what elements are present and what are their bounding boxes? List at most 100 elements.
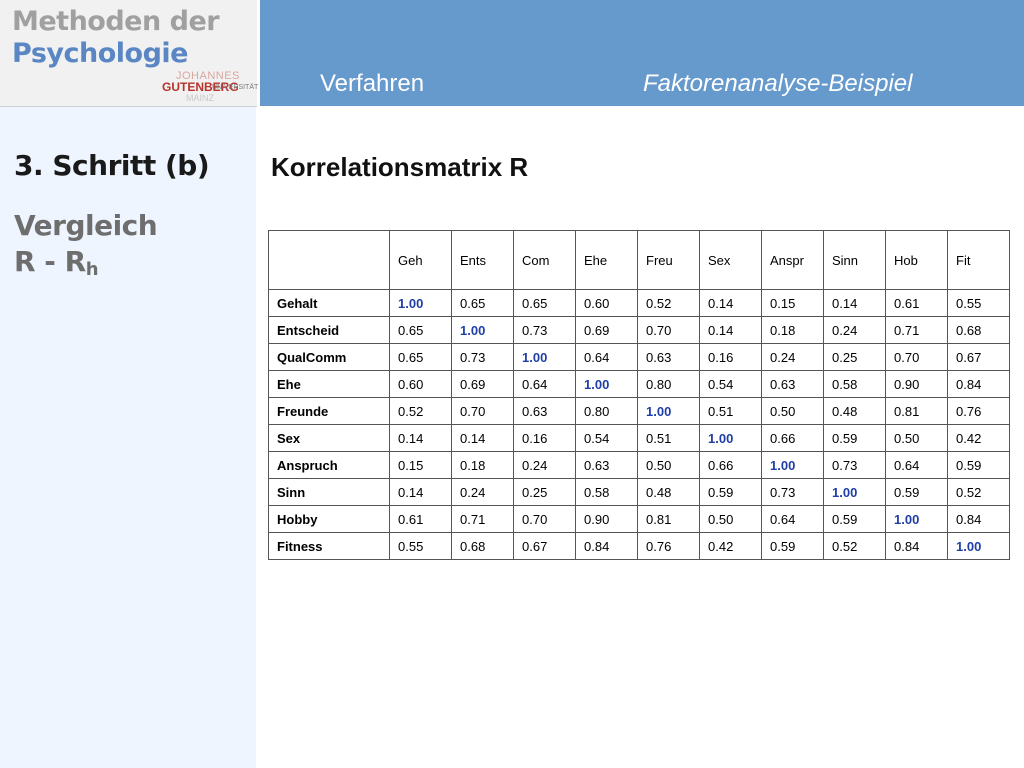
table-cell: 0.25 — [823, 343, 886, 371]
row-label: Sex — [268, 424, 390, 452]
table-cell: 0.71 — [885, 316, 948, 344]
university-logo-gutenberg: GUTENBERG — [162, 80, 239, 94]
table-cell: 0.50 — [637, 451, 700, 479]
table-cell: 0.54 — [699, 370, 762, 398]
table-cell: 0.59 — [885, 478, 948, 506]
table-cell: 0.59 — [823, 424, 886, 452]
table-row: Ehe 0.60 0.69 0.64 1.00 0.80 0.54 0.63 0.58 0.90 0… — [268, 370, 1010, 398]
table-header-row: Geh Ents Com Ehe Freu Sex Anspr Sinn Hob Fit — [268, 230, 1010, 290]
diagonal-cell: 1.00 — [699, 424, 762, 452]
table-cell: 0.14 — [451, 424, 514, 452]
diagonal-cell: 1.00 — [575, 370, 638, 398]
table-cell: 0.52 — [389, 397, 452, 425]
table-cell: 0.54 — [575, 424, 638, 452]
table-cell: 0.90 — [885, 370, 948, 398]
table-cell: 0.63 — [575, 451, 638, 479]
table-cell: 0.65 — [389, 343, 452, 371]
column-header: Anspr — [761, 230, 824, 290]
column-header: Freu — [637, 230, 700, 290]
table-body: Gehalt 1.00 0.65 0.65 0.60 0.52 0.14 0.15 0.14 0.… — [268, 289, 1010, 560]
table-cell: 0.63 — [637, 343, 700, 371]
table-cell: 0.63 — [513, 397, 576, 425]
row-label: Anspruch — [268, 451, 390, 479]
page-title: Korrelationsmatrix R — [271, 152, 529, 182]
column-header: Ehe — [575, 230, 638, 290]
diagonal-cell: 1.00 — [451, 316, 514, 344]
diagonal-cell: 1.00 — [637, 397, 700, 425]
table-row: Gehalt 1.00 0.65 0.65 0.60 0.52 0.14 0.15 0.14 0.… — [268, 289, 1010, 317]
table-cell: 0.71 — [451, 505, 514, 533]
table-cell: 0.84 — [885, 532, 948, 560]
table-cell: 0.59 — [947, 451, 1010, 479]
university-logo-johannes: JOHANNES — [176, 70, 240, 82]
table-corner-cell — [268, 230, 390, 290]
table-cell: 0.61 — [389, 505, 452, 533]
table-cell: 0.73 — [761, 478, 824, 506]
column-header: Sex — [699, 230, 762, 290]
diagonal-cell: 1.00 — [761, 451, 824, 479]
table-cell: 0.59 — [823, 505, 886, 533]
table-cell: 0.68 — [451, 532, 514, 560]
section-label: Verfahren — [320, 70, 425, 97]
logo-text-psychologie: Psychologie — [12, 38, 188, 69]
diagonal-cell: 1.00 — [389, 289, 452, 317]
row-label: Entscheid — [268, 316, 390, 344]
table-cell: 0.70 — [637, 316, 700, 344]
row-label: QualComm — [268, 343, 390, 371]
table-cell: 0.51 — [699, 397, 762, 425]
table-cell: 0.59 — [761, 532, 824, 560]
table-cell: 0.18 — [451, 451, 514, 479]
step-title: 3. Schritt (b) — [14, 149, 210, 182]
table-row: Fitness 0.55 0.68 0.67 0.84 0.76 0.42 0.59 0.52 0… — [268, 532, 1010, 560]
table-cell: 0.50 — [761, 397, 824, 425]
table-cell: 0.15 — [761, 289, 824, 317]
university-logo-universitaet: UNIVERSITÄT — [212, 84, 259, 91]
table-cell: 0.67 — [513, 532, 576, 560]
diagonal-cell: 1.00 — [513, 343, 576, 371]
table-row: Sex 0.14 0.14 0.16 0.54 0.51 1.00 0.66 0.59 0.50 0… — [268, 424, 1010, 452]
sidebar: 3. Schritt (b) Vergleich R - Rh — [0, 107, 256, 768]
table-cell: 0.73 — [513, 316, 576, 344]
table-cell: 0.14 — [699, 289, 762, 317]
table-cell: 0.42 — [947, 424, 1010, 452]
table-cell: 0.52 — [637, 289, 700, 317]
table-cell: 0.50 — [885, 424, 948, 452]
university-logo: JOHANNES GUTENBERG UNIVERSITÄT MAINZ — [162, 70, 258, 104]
table-cell: 0.80 — [637, 370, 700, 398]
table-cell: 0.52 — [947, 478, 1010, 506]
table-cell: 0.84 — [947, 370, 1010, 398]
column-header: Geh — [389, 230, 452, 290]
step-subtitle-line2: R - Rh — [14, 245, 99, 280]
table-cell: 0.52 — [823, 532, 886, 560]
table-cell: 0.70 — [513, 505, 576, 533]
table-cell: 0.55 — [389, 532, 452, 560]
table-cell: 0.64 — [761, 505, 824, 533]
table-cell: 0.51 — [637, 424, 700, 452]
table-cell: 0.24 — [451, 478, 514, 506]
table-cell: 0.90 — [575, 505, 638, 533]
table-cell: 0.64 — [575, 343, 638, 371]
table-cell: 0.42 — [699, 532, 762, 560]
table-cell: 0.80 — [575, 397, 638, 425]
table-cell: 0.55 — [947, 289, 1010, 317]
table-cell: 0.64 — [885, 451, 948, 479]
table-cell: 0.61 — [885, 289, 948, 317]
table-cell: 0.84 — [575, 532, 638, 560]
table-cell: 0.15 — [389, 451, 452, 479]
table-row: Freunde 0.52 0.70 0.63 0.80 1.00 0.51 0.50 0.48 0… — [268, 397, 1010, 425]
table-cell: 0.70 — [451, 397, 514, 425]
table-cell: 0.58 — [823, 370, 886, 398]
table-cell: 0.67 — [947, 343, 1010, 371]
table-cell: 0.84 — [947, 505, 1010, 533]
column-header: Sinn — [823, 230, 886, 290]
table-cell: 0.69 — [451, 370, 514, 398]
table-cell: 0.66 — [699, 451, 762, 479]
table-cell: 0.73 — [451, 343, 514, 371]
step-subtitle-subscript: h — [85, 259, 99, 280]
table-cell: 0.70 — [885, 343, 948, 371]
table-cell: 0.24 — [823, 316, 886, 344]
diagonal-cell: 1.00 — [885, 505, 948, 533]
table-cell: 0.14 — [389, 478, 452, 506]
table-cell: 0.65 — [513, 289, 576, 317]
correlation-matrix-table: Geh Ents Com Ehe Freu Sex Anspr Sinn Hob Fit Geha… — [268, 230, 1010, 560]
